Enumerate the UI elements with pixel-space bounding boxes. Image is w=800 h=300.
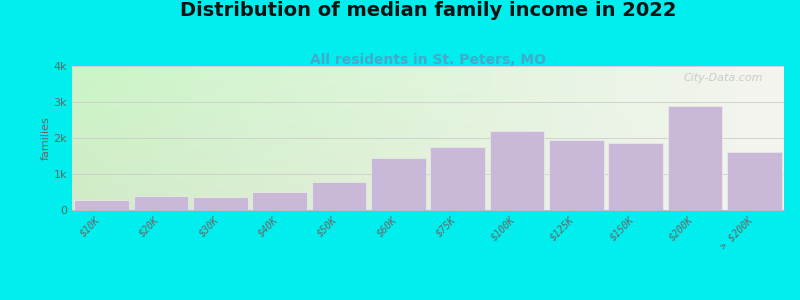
Bar bbox=[668, 106, 722, 210]
Bar bbox=[371, 158, 426, 210]
Bar bbox=[252, 192, 307, 210]
Bar bbox=[134, 196, 188, 210]
Bar bbox=[430, 147, 485, 210]
Bar bbox=[312, 182, 366, 210]
Bar bbox=[193, 197, 248, 210]
Text: City-Data.com: City-Data.com bbox=[683, 73, 762, 83]
Y-axis label: families: families bbox=[41, 116, 50, 160]
Bar bbox=[490, 131, 544, 210]
Bar bbox=[608, 143, 663, 210]
Bar bbox=[549, 140, 604, 210]
Bar bbox=[74, 200, 129, 210]
Text: Distribution of median family income in 2022: Distribution of median family income in … bbox=[180, 2, 676, 20]
Text: All residents in St. Peters, MO: All residents in St. Peters, MO bbox=[310, 52, 546, 67]
Bar bbox=[727, 152, 782, 210]
